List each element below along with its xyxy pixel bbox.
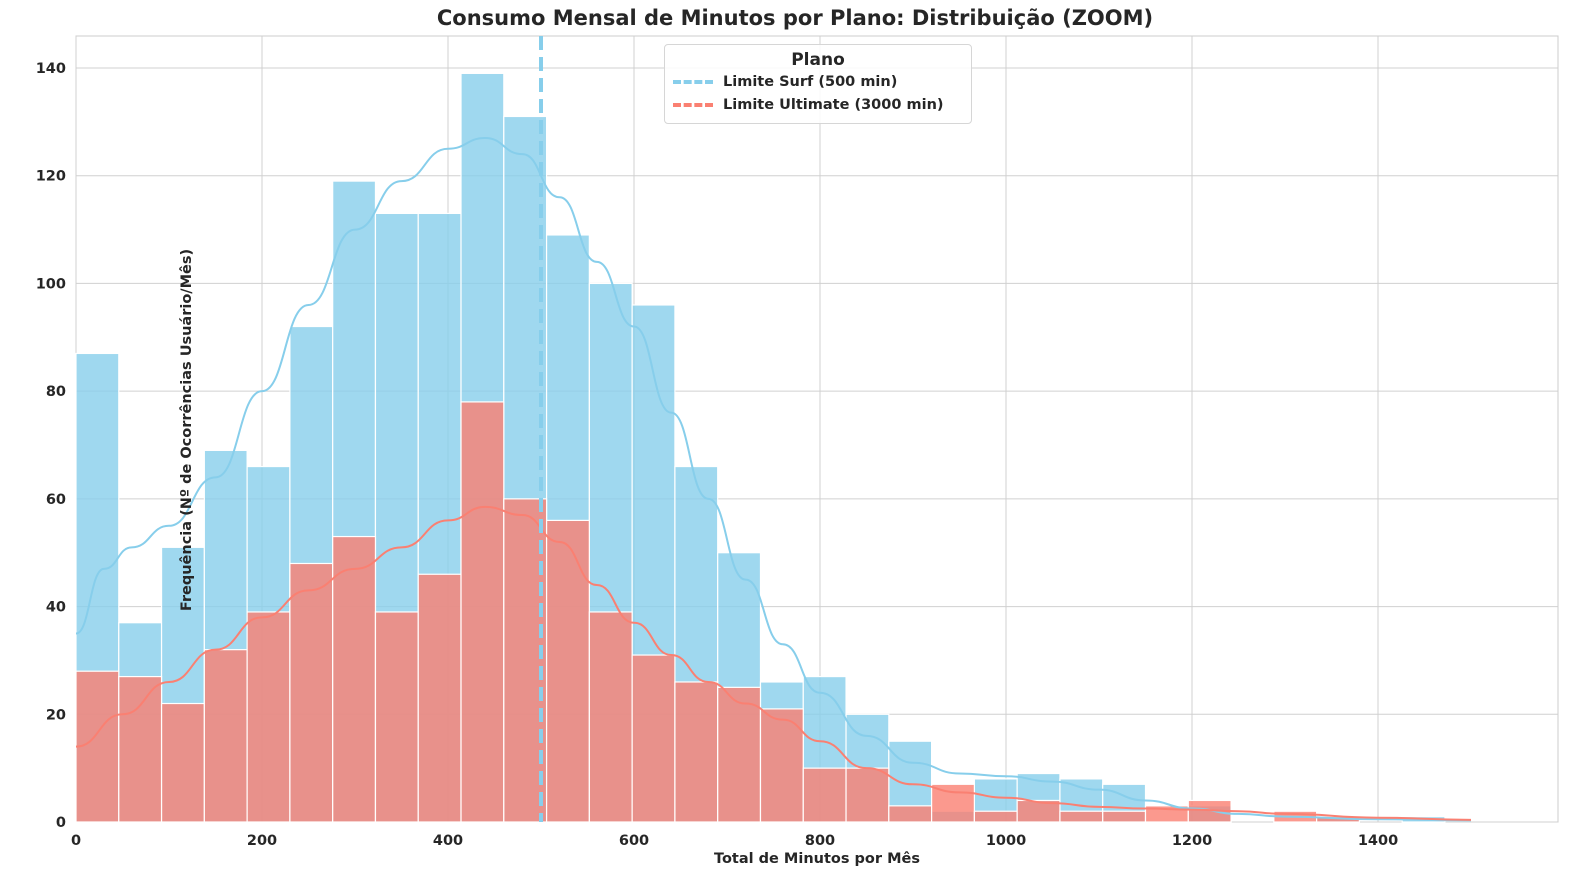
y-tick-label: 20 xyxy=(46,707,66,723)
y-tick-label: 40 xyxy=(46,600,66,616)
bar-ultimate xyxy=(545,519,590,823)
bar-ultimate xyxy=(631,654,676,823)
bar-ultimate xyxy=(1102,810,1147,823)
bar-ultimate xyxy=(374,611,419,823)
legend: Plano Limite Surf (500 min) Limite Ultim… xyxy=(664,44,972,124)
bar-ultimate xyxy=(460,401,505,823)
y-tick-label: 80 xyxy=(46,384,66,400)
x-tick-label: 400 xyxy=(433,833,463,849)
chart-title: Consumo Mensal de Minutos por Plano: Dis… xyxy=(436,6,1154,30)
bar-ultimate xyxy=(75,670,120,823)
x-axis-label: Total de Minutos por Mês xyxy=(714,851,920,867)
bar-ultimate xyxy=(289,562,334,823)
x-tick-label: 1000 xyxy=(986,833,1026,849)
legend-title: Plano xyxy=(791,50,845,70)
y-tick-label: 0 xyxy=(56,815,66,831)
x-tick-label: 600 xyxy=(619,833,649,849)
bar-ultimate xyxy=(802,767,847,823)
y-axis-label: Frequência (Nº de Ocorrências Usuário/Mê… xyxy=(179,248,196,612)
bar-ultimate xyxy=(417,573,462,823)
bar-ultimate xyxy=(246,611,291,823)
y-tick-label: 100 xyxy=(36,276,66,292)
kde-curve-surf xyxy=(75,137,1472,822)
bar-ultimate xyxy=(845,767,890,823)
bar-ultimate xyxy=(588,611,633,823)
bar-ultimate xyxy=(759,708,804,823)
x-tick-label: 800 xyxy=(805,833,835,849)
bar-ultimate xyxy=(1059,810,1104,823)
dashed-line-swatch-icon xyxy=(673,102,713,107)
bar-ultimate xyxy=(973,810,1018,823)
y-tick-label: 140 xyxy=(36,61,66,77)
bar-ultimate xyxy=(203,649,248,823)
x-tick-label: 1400 xyxy=(1358,833,1398,849)
x-tick-label: 200 xyxy=(247,833,277,849)
bar-ultimate xyxy=(930,783,975,823)
legend-entry-ultimate: Limite Ultimate (3000 min) xyxy=(673,93,971,116)
kde-curve-ultimate xyxy=(75,505,1472,821)
bar-ultimate xyxy=(717,686,762,823)
bar-ultimate xyxy=(160,702,205,823)
y-tick-label: 60 xyxy=(46,492,66,508)
dashed-line-swatch-icon xyxy=(673,79,713,84)
legend-entry-surf: Limite Surf (500 min) xyxy=(673,70,971,93)
bar-ultimate xyxy=(332,535,377,823)
bar-ultimate xyxy=(503,498,548,823)
bar-ultimate xyxy=(118,675,163,823)
x-tick-label: 0 xyxy=(71,833,81,849)
x-tick-label: 1200 xyxy=(1172,833,1212,849)
bar-ultimate xyxy=(888,805,933,823)
bar-ultimate xyxy=(674,681,719,823)
y-tick-label: 120 xyxy=(36,169,66,185)
